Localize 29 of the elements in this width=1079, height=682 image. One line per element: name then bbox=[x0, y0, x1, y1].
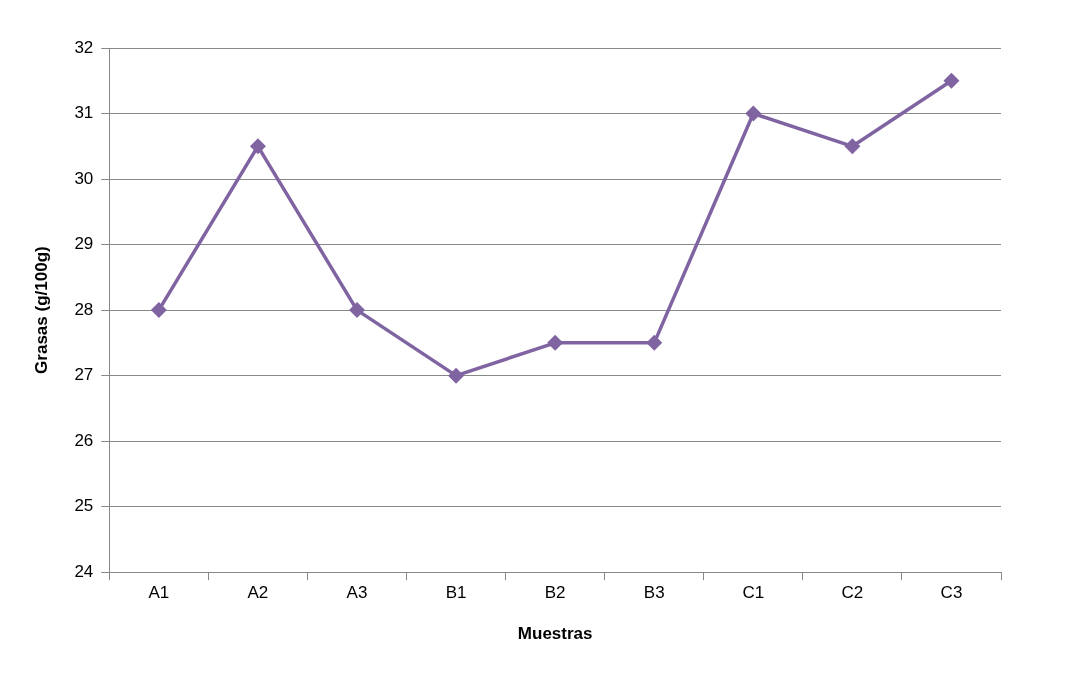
point bbox=[943, 72, 960, 89]
x-tick-label: C3 bbox=[940, 583, 963, 603]
x-tick-label: B1 bbox=[445, 583, 467, 603]
y-tick-label: 28 bbox=[74, 299, 94, 319]
x-tick-label: A2 bbox=[247, 583, 269, 603]
y-tick-label: 31 bbox=[74, 103, 94, 123]
point bbox=[646, 334, 663, 351]
x-tick-label: A1 bbox=[148, 583, 170, 603]
point bbox=[249, 138, 266, 155]
x-tick-label: B3 bbox=[643, 583, 665, 603]
x-tick-label: C2 bbox=[841, 583, 864, 603]
x-tick-label: B2 bbox=[544, 583, 566, 603]
x-tick-label: C1 bbox=[742, 583, 765, 603]
y-tick-label: 25 bbox=[74, 496, 94, 516]
point bbox=[349, 302, 365, 319]
y-tick-label: 32 bbox=[74, 37, 94, 57]
point bbox=[844, 138, 861, 155]
x-tick-label: A3 bbox=[346, 583, 368, 603]
point bbox=[448, 367, 465, 384]
y-axis-title: Grasas (g/100g) bbox=[31, 246, 51, 374]
point bbox=[745, 105, 762, 122]
y-tick-label: 29 bbox=[74, 234, 94, 254]
x-axis-title: Muestras bbox=[517, 624, 593, 644]
point bbox=[150, 302, 167, 319]
y-tick-label: 30 bbox=[74, 168, 94, 188]
point bbox=[547, 334, 564, 351]
y-tick-label: 24 bbox=[74, 561, 94, 581]
y-tick-label: 27 bbox=[74, 365, 94, 385]
y-tick-label: 26 bbox=[74, 430, 94, 450]
